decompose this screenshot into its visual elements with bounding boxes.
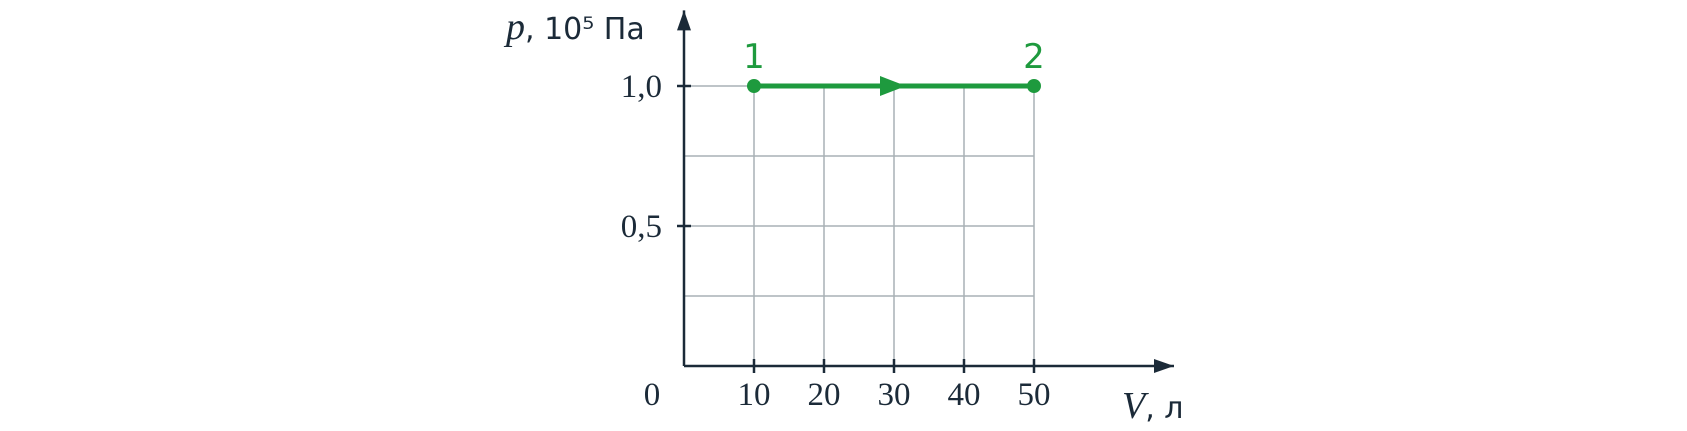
y-tick-label: 1,0	[621, 69, 662, 105]
y-symbol: p	[503, 6, 525, 48]
x-tick-label: 50	[1018, 377, 1051, 413]
point	[747, 79, 761, 93]
point-label: 2	[1023, 37, 1045, 77]
point-label: 1	[743, 37, 765, 77]
x-unit: , л	[1145, 391, 1183, 426]
y-tick-label: 0,5	[621, 209, 662, 245]
x-tick-label: 30	[878, 377, 911, 413]
x-symbol: V	[1122, 385, 1149, 427]
x-tick-label: 10	[738, 377, 771, 413]
x-tick-label: 40	[948, 377, 981, 413]
y-axis-label: p, 10⁵ Па	[503, 6, 645, 48]
point	[1027, 79, 1041, 93]
y-unit: , 10⁵ Па	[525, 12, 645, 47]
origin-label: 0	[644, 377, 661, 413]
x-tick-label: 20	[808, 377, 841, 413]
x-axis-label: V, л	[1122, 385, 1183, 427]
direction-arrow	[880, 76, 906, 96]
